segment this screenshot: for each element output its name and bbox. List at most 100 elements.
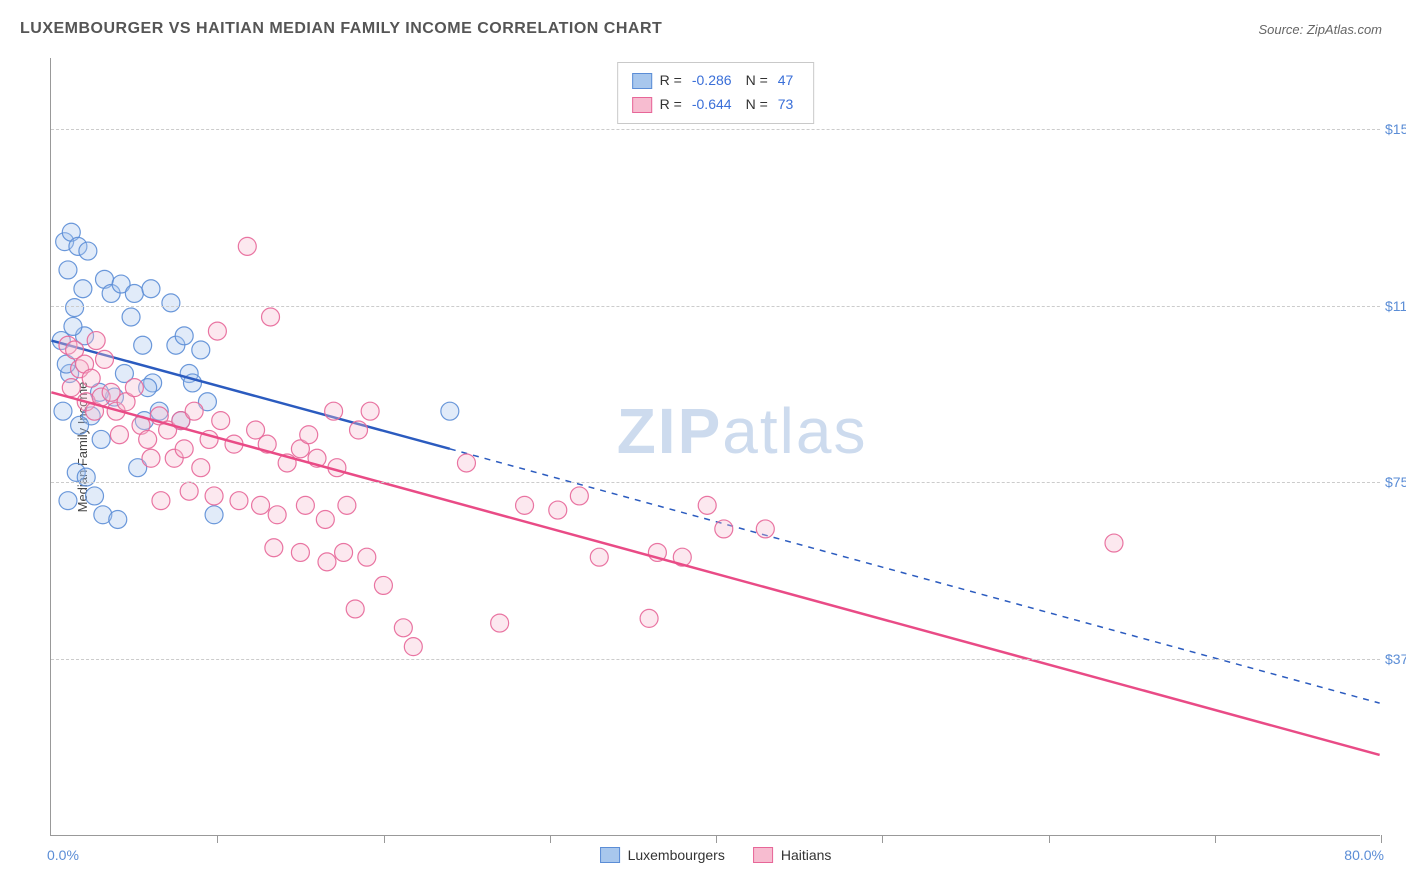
gridline-horizontal: [51, 306, 1380, 307]
scatter-point-lux: [59, 261, 77, 279]
scatter-point-lux: [192, 341, 210, 359]
scatter-point-hai: [125, 379, 143, 397]
scatter-point-lux: [175, 327, 193, 345]
gridline-horizontal: [51, 482, 1380, 483]
scatter-point-hai: [192, 459, 210, 477]
scatter-point-lux: [134, 336, 152, 354]
x-axis-min-label: 0.0%: [47, 847, 79, 863]
series-legend: Luxembourgers Haitians: [600, 847, 832, 863]
scatter-point-lux: [92, 430, 110, 448]
scatter-point-hai: [152, 492, 170, 510]
scatter-point-hai: [404, 638, 422, 656]
scatter-point-hai: [208, 322, 226, 340]
scatter-point-hai: [265, 539, 283, 557]
scatter-point-hai: [230, 492, 248, 510]
x-axis-tick: [550, 835, 551, 843]
scatter-point-hai: [175, 440, 193, 458]
x-axis-tick: [1049, 835, 1050, 843]
scatter-point-hai: [350, 421, 368, 439]
scatter-point-hai: [570, 487, 588, 505]
scatter-point-hai: [110, 426, 128, 444]
x-axis-max-label: 80.0%: [1344, 847, 1384, 863]
y-axis-tick-label: $150,000: [1385, 121, 1406, 137]
scatter-point-hai: [374, 576, 392, 594]
scatter-point-lux: [59, 492, 77, 510]
scatter-point-hai: [300, 426, 318, 444]
scatter-point-lux: [86, 487, 104, 505]
legend-swatch-lux-bottom: [600, 847, 620, 863]
legend-label-lux: Luxembourgers: [628, 847, 725, 863]
x-axis-tick: [1381, 835, 1382, 843]
scatter-point-hai: [318, 553, 336, 571]
scatter-point-hai: [252, 496, 270, 514]
scatter-point-hai: [296, 496, 314, 514]
scatter-point-hai: [590, 548, 608, 566]
scatter-point-hai: [457, 454, 475, 472]
y-axis-tick-label: $112,500: [1385, 298, 1406, 314]
scatter-svg: [51, 58, 1380, 835]
scatter-point-hai: [756, 520, 774, 538]
x-axis-tick: [716, 835, 717, 843]
scatter-point-hai: [338, 496, 356, 514]
scatter-point-hai: [346, 600, 364, 618]
scatter-point-lux: [122, 308, 140, 326]
source-credit: Source: ZipAtlas.com: [1258, 22, 1382, 37]
scatter-point-hai: [87, 332, 105, 350]
gridline-horizontal: [51, 129, 1380, 130]
scatter-point-hai: [268, 506, 286, 524]
scatter-point-hai: [549, 501, 567, 519]
scatter-point-lux: [79, 242, 97, 260]
x-axis-tick: [1215, 835, 1216, 843]
legend-label-hai: Haitians: [781, 847, 832, 863]
chart-title: LUXEMBOURGER VS HAITIAN MEDIAN FAMILY IN…: [20, 20, 662, 38]
scatter-point-hai: [335, 543, 353, 561]
y-axis-tick-label: $37,500: [1385, 651, 1406, 667]
x-axis-tick: [217, 835, 218, 843]
scatter-point-lux: [205, 506, 223, 524]
scatter-point-hai: [358, 548, 376, 566]
scatter-point-lux: [142, 280, 160, 298]
scatter-point-hai: [95, 350, 113, 368]
scatter-point-hai: [698, 496, 716, 514]
regression-line-extrapolated-lux: [450, 449, 1380, 703]
scatter-point-hai: [212, 412, 230, 430]
scatter-point-lux: [54, 402, 72, 420]
scatter-point-lux: [77, 468, 95, 486]
scatter-point-hai: [361, 402, 379, 420]
scatter-point-hai: [142, 449, 160, 467]
scatter-point-hai: [715, 520, 733, 538]
scatter-point-hai: [491, 614, 509, 632]
scatter-point-hai: [316, 511, 334, 529]
scatter-point-hai: [1105, 534, 1123, 552]
y-axis-tick-label: $75,000: [1385, 474, 1406, 490]
scatter-point-hai: [82, 369, 100, 387]
x-axis-tick: [882, 835, 883, 843]
scatter-point-lux: [109, 511, 127, 529]
scatter-point-lux: [162, 294, 180, 312]
legend-item-hai: Haitians: [753, 847, 832, 863]
scatter-point-lux: [64, 317, 82, 335]
scatter-point-hai: [291, 543, 309, 561]
scatter-point-hai: [185, 402, 203, 420]
scatter-point-hai: [516, 496, 534, 514]
scatter-point-lux: [441, 402, 459, 420]
scatter-point-hai: [325, 402, 343, 420]
scatter-point-hai: [139, 430, 157, 448]
scatter-point-hai: [205, 487, 223, 505]
scatter-point-hai: [238, 237, 256, 255]
scatter-point-lux: [74, 280, 92, 298]
x-axis-tick: [384, 835, 385, 843]
scatter-point-hai: [394, 619, 412, 637]
legend-item-lux: Luxembourgers: [600, 847, 725, 863]
scatter-point-hai: [262, 308, 280, 326]
scatter-point-lux: [71, 416, 89, 434]
legend-swatch-hai-bottom: [753, 847, 773, 863]
chart-plot-area: Median Family Income R = -0.286 N = 47 R…: [50, 58, 1380, 836]
scatter-point-lux: [66, 299, 84, 317]
scatter-point-hai: [62, 379, 80, 397]
scatter-point-hai: [180, 482, 198, 500]
regression-line-hai: [51, 392, 1379, 755]
scatter-point-lux: [125, 284, 143, 302]
scatter-point-hai: [640, 609, 658, 627]
gridline-horizontal: [51, 659, 1380, 660]
